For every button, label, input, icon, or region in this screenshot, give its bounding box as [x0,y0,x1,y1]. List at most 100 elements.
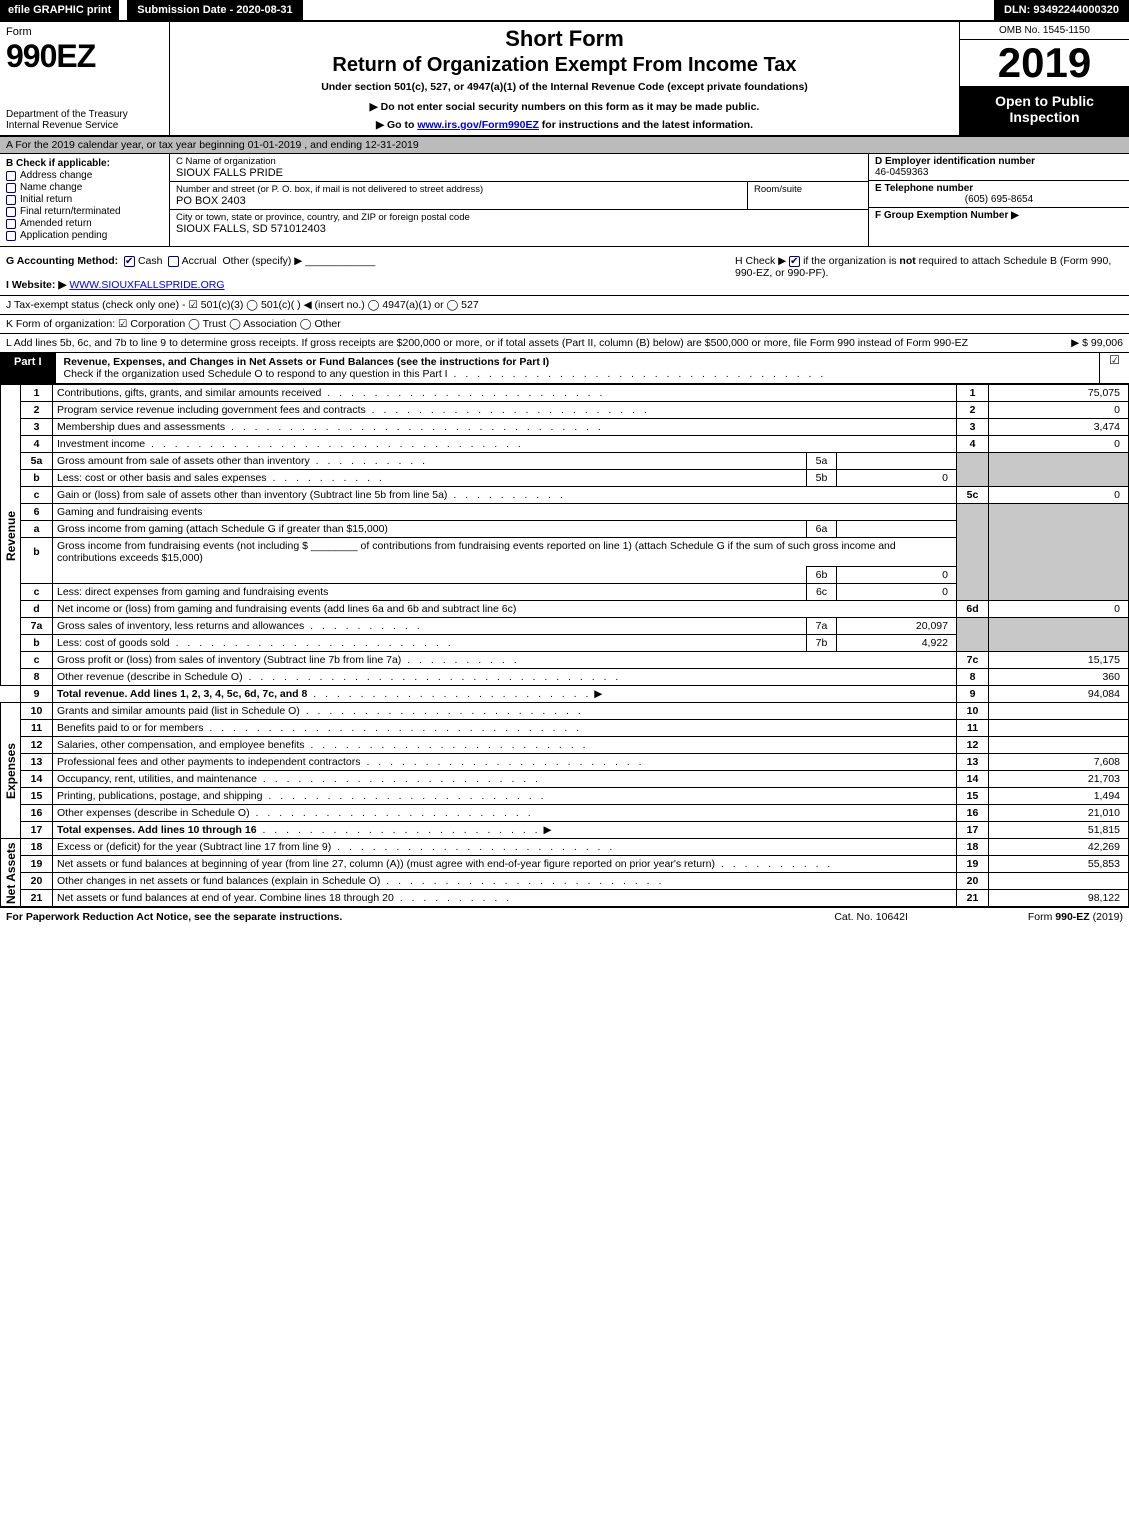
website-link[interactable]: WWW.SIOUXFALLSPRIDE.ORG [69,279,224,291]
expenses-vlabel: Expenses [1,703,21,839]
line-7c-amt: 15,175 [989,652,1129,669]
submission-date-badge: Submission Date - 2020-08-31 [127,0,302,20]
efile-print-button[interactable]: efile GRAPHIC print [0,0,119,20]
dept-line-2: Internal Revenue Service [6,120,118,131]
section-g: G Accounting Method: Cash Accrual Other … [0,247,729,295]
section-def: D Employer identification number 46-0459… [869,154,1129,246]
chk-address-change[interactable] [6,171,16,181]
dept-treasury: Department of the Treasury Internal Reve… [6,109,163,131]
form-label: Form [6,26,32,38]
org-info-block: B Check if applicable: Address change Na… [0,154,1129,247]
line-8-amt: 360 [989,669,1129,686]
chk-initial-return[interactable] [6,195,16,205]
part-1-title: Revenue, Expenses, and Changes in Net As… [56,353,1099,383]
irs-link[interactable]: www.irs.gov/Form990EZ [417,119,539,131]
line-5b-desc: Less: cost or other basis and sales expe… [57,472,267,484]
website-label: I Website: ▶ [6,279,66,291]
line-18-desc: Excess or (deficit) for the year (Subtra… [57,841,331,853]
part-1-title-text: Revenue, Expenses, and Changes in Net As… [64,356,550,368]
h-text-2: if the organization is [800,255,899,267]
line-1-amt: 75,075 [989,385,1129,402]
line-7c-desc: Gross profit or (loss) from sales of inv… [57,654,401,666]
line-15-desc: Printing, publications, postage, and shi… [57,790,262,802]
line-17-desc: Total expenses. Add lines 10 through 16 [57,824,257,836]
line-l-amount: ▶ $ 99,006 [1071,337,1123,349]
lbl-accrual: Accrual [182,255,217,267]
lbl-final-return: Final return/terminated [20,206,121,217]
line-2-desc: Program service revenue including govern… [57,404,366,416]
chk-name-change[interactable] [6,183,16,193]
line-3-amt: 3,474 [989,419,1129,436]
part-1-tab: Part I [0,353,56,383]
section-c-org: C Name of organization SIOUX FALLS PRIDE… [170,154,869,246]
room-label: Room/suite [754,184,862,195]
lbl-address-change: Address change [20,170,92,181]
chk-cash[interactable] [124,256,135,267]
phone-value: (605) 695-8654 [875,194,1123,205]
lbl-name-change: Name change [20,182,82,193]
line-5b-mid: 0 [837,470,957,487]
phone-label: E Telephone number [875,183,973,194]
form-header: Form 990EZ Department of the Treasury In… [0,22,1129,137]
goto-post: for instructions and the latest informat… [539,119,753,131]
dept-line-1: Department of the Treasury [6,109,128,120]
line-6c-desc: Less: direct expenses from gaming and fu… [57,586,328,598]
revenue-vlabel: Revenue [1,385,21,686]
line-5c-desc: Gain or (loss) from sale of assets other… [57,489,447,501]
city-value: SIOUX FALLS, SD 571012403 [176,223,862,235]
line-7b-mid: 4,922 [837,635,957,652]
omb-number: OMB No. 1545-1150 [960,22,1129,40]
part-1-checkbox[interactable]: ☑ [1099,353,1129,383]
line-20-desc: Other changes in net assets or fund bala… [57,875,380,887]
footer-right: Form 990-EZ (2019) [1028,911,1123,923]
goto-pre: ▶ Go to [376,119,417,131]
line-4-amt: 0 [989,436,1129,453]
dln-badge: DLN: 93492244000320 [994,0,1129,20]
open-to-public: Open to Public Inspection [960,87,1129,135]
line-6-desc: Gaming and fundraising events [57,506,202,518]
chk-schedule-b[interactable] [789,256,800,267]
line-20-amt [989,873,1129,890]
lbl-initial-return: Initial return [20,194,72,205]
line-5a-mid [837,453,957,470]
footer-left: For Paperwork Reduction Act Notice, see … [6,911,342,923]
tax-year: 2019 [960,40,1129,87]
line-14-amt: 21,703 [989,771,1129,788]
return-title: Return of Organization Exempt From Incom… [180,54,949,77]
form-number: 990EZ [6,38,95,74]
accounting-method-label: G Accounting Method: [6,255,118,267]
line-21-desc: Net assets or fund balances at end of ye… [57,892,394,904]
part-1-table: Revenue 1 Contributions, gifts, grants, … [0,384,1129,907]
line-6a-mid [837,521,957,538]
line-12-amt [989,737,1129,754]
line-17-amt: 51,815 [989,822,1129,839]
city-label: City or town, state or province, country… [176,212,862,223]
line-6d-desc: Net income or (loss) from gaming and fun… [57,603,516,615]
line-11-amt [989,720,1129,737]
short-form-title: Short Form [180,26,949,52]
group-exemption-label: F Group Exemption Number ▶ [875,210,1019,221]
lbl-application-pending: Application pending [20,230,107,241]
line-7b-desc: Less: cost of goods sold [57,637,170,649]
chk-accrual[interactable] [168,256,179,267]
line-6c-mid: 0 [837,584,957,601]
line-16-amt: 21,010 [989,805,1129,822]
chk-application-pending[interactable] [6,231,16,241]
lbl-cash: Cash [138,255,163,267]
line-19-amt: 55,853 [989,856,1129,873]
line-11-desc: Benefits paid to or for members [57,722,203,734]
line-21-amt: 98,122 [989,890,1129,907]
line-l-gross-receipts: L Add lines 5b, 6c, and 7b to line 9 to … [0,334,1129,353]
chk-amended-return[interactable] [6,219,16,229]
line-7a-mid: 20,097 [837,618,957,635]
line-18-amt: 42,269 [989,839,1129,856]
lbl-amended-return: Amended return [20,218,92,229]
h-text-1: H Check ▶ [735,255,789,267]
section-b-title: B Check if applicable: [6,158,163,169]
ein-value: 46-0459363 [875,167,928,178]
chk-final-return[interactable] [6,207,16,217]
line-12-desc: Salaries, other compensation, and employ… [57,739,304,751]
footer-cat: Cat. No. 10642I [834,911,908,923]
return-subtitle: Under section 501(c), 527, or 4947(a)(1)… [180,81,949,93]
section-gh: G Accounting Method: Cash Accrual Other … [0,247,1129,296]
